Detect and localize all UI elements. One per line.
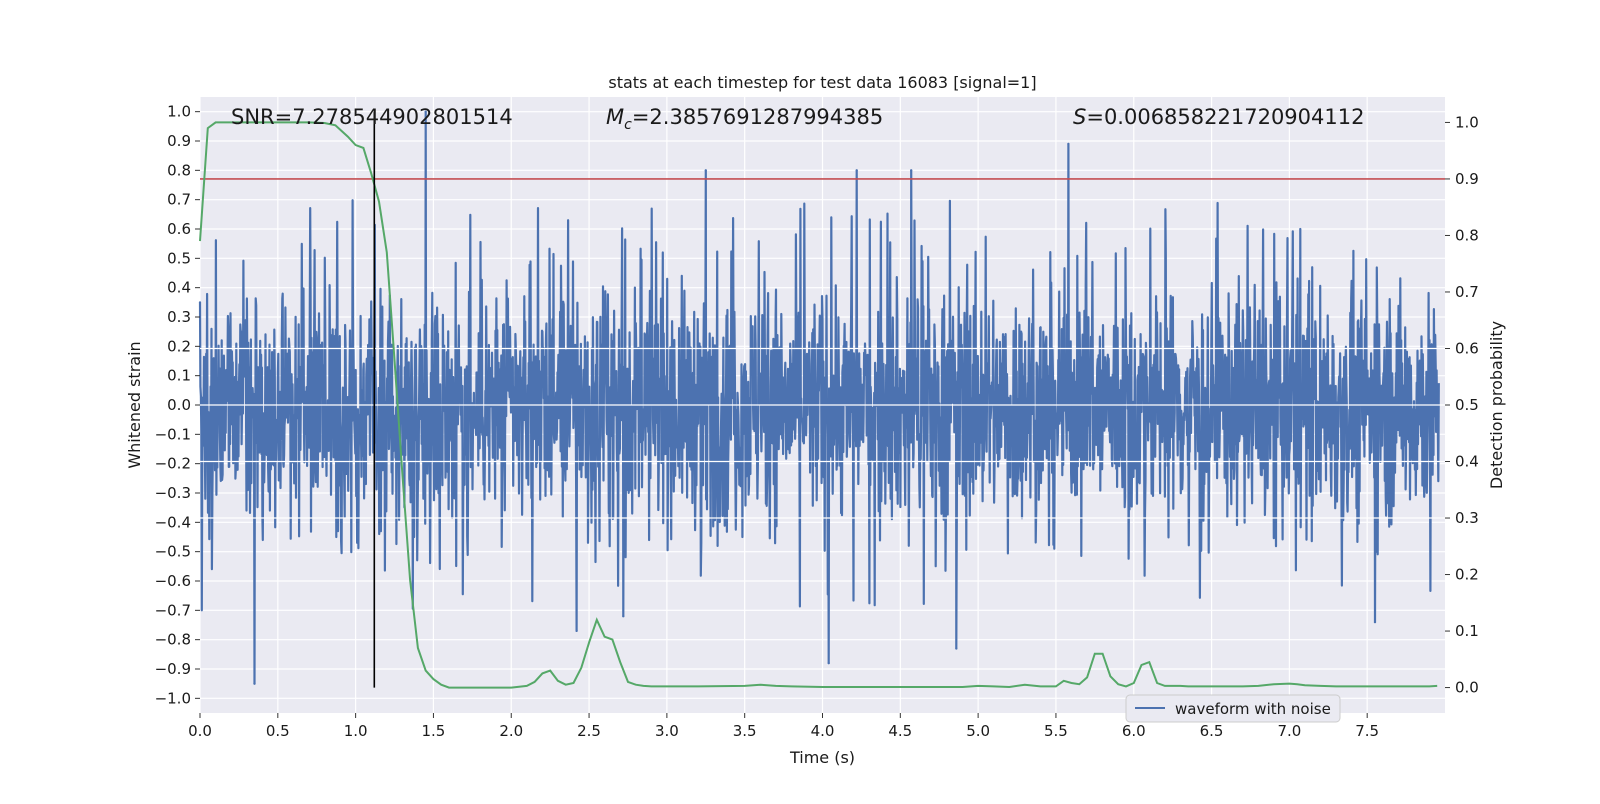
y-tick-label: 0.1 (167, 367, 191, 385)
x-tick-label: 5.0 (966, 722, 990, 740)
y-tick-label: 0.8 (167, 161, 191, 179)
waveform-point (424, 110, 427, 113)
x-tick-label: 6.0 (1122, 722, 1146, 740)
x-tick-label: 7.5 (1355, 722, 1379, 740)
chart-title: stats at each timestep for test data 160… (608, 73, 1036, 92)
x-tick-label: 0.5 (266, 722, 290, 740)
y2-tick-label: 0.5 (1455, 396, 1479, 414)
legend-label-waveform: waveform with noise (1175, 700, 1331, 718)
waveform-point (855, 169, 858, 172)
x-tick-label: 2.0 (499, 722, 523, 740)
y-tick-label: 0.4 (167, 279, 191, 297)
y-axis-label: Whitened strain (125, 341, 144, 468)
y-tick-label: −0.1 (155, 425, 191, 443)
y-tick-label: 1.0 (167, 103, 191, 121)
y2-tick-label: 0.3 (1455, 509, 1479, 527)
y-tick-label: −0.8 (155, 631, 191, 649)
s-statistic-annotation: S=0.006858221720904112 (1073, 105, 1364, 129)
y2-tick-label: 1.0 (1455, 113, 1479, 131)
waveform-line (198, 110, 1440, 685)
y2-tick-label: 0.9 (1455, 170, 1479, 188)
y2-tick-label: 0.1 (1455, 622, 1479, 640)
waveform-point (1373, 620, 1377, 624)
y2-tick-label: 0.4 (1455, 453, 1479, 471)
waveform-point (827, 662, 830, 665)
y-tick-label: −0.6 (155, 572, 191, 590)
chirp-mass-annotation: Mc=2.3857691287994385 (606, 105, 883, 133)
x-tick-label: 1.0 (344, 722, 368, 740)
snr-annotation: SNR=7.278544902801514 (231, 105, 513, 129)
y-tick-label: 0.7 (167, 191, 191, 209)
overlay-lines (199, 111, 1445, 689)
y-tick-label: 0.2 (167, 337, 191, 355)
waveform-series (198, 110, 1440, 685)
x-tick-label: 3.5 (733, 722, 757, 740)
y-tick-label: −0.5 (155, 543, 191, 561)
x-tick-label: 7.0 (1277, 722, 1301, 740)
x-tick-label: 6.5 (1200, 722, 1224, 740)
x-axis-label: Time (s) (789, 748, 855, 767)
x-tick-label: 4.5 (888, 722, 912, 740)
y-tick-label: −0.4 (155, 513, 191, 531)
chirp-mass-subscript: c (624, 117, 632, 133)
x-tick-label: 3.0 (655, 722, 679, 740)
waveform-point (955, 647, 958, 650)
y2-tick-label: 0.0 (1455, 679, 1479, 697)
waveform-point (198, 301, 202, 304)
x-tick-label: 1.5 (422, 722, 446, 740)
y-tick-label: 0.5 (167, 249, 191, 267)
waveform-point (704, 169, 707, 172)
x-tick-label: 5.5 (1044, 722, 1068, 740)
waveform-point (1067, 142, 1070, 146)
y2-tick-label: 0.8 (1455, 226, 1479, 244)
x-tick-label: 4.0 (811, 722, 835, 740)
s-statistic-value: =0.006858221720904112 (1086, 105, 1364, 129)
waveform-point (910, 169, 913, 172)
y2-tick-label: 0.7 (1455, 283, 1479, 301)
y-tick-label: −0.2 (155, 455, 191, 473)
y-tick-label: 0.6 (167, 220, 191, 238)
legend: waveform with noise (1125, 694, 1341, 723)
y-tick-label: −0.9 (155, 660, 191, 678)
s-statistic-symbol: S (1073, 105, 1086, 129)
legend-box (1125, 694, 1341, 723)
waveform-point (575, 629, 578, 632)
y-tick-label: −0.7 (155, 601, 191, 619)
y2-tick-label: 0.6 (1455, 339, 1479, 357)
y-tick-label: −1.0 (155, 689, 191, 707)
chirp-mass-value: =2.3857691287994385 (632, 105, 883, 129)
y-tick-label: 0.3 (167, 308, 191, 326)
y-tick-label: 0.9 (167, 132, 191, 150)
x-tick-label: 2.5 (577, 722, 601, 740)
y2-axis-label: Detection probability (1487, 321, 1506, 489)
x-tick-label: 0.0 (188, 722, 212, 740)
waveform-point (253, 682, 256, 685)
y-tick-label: −0.3 (155, 484, 191, 502)
y2-tick-label: 0.2 (1455, 566, 1479, 584)
axes: 0.0 0.5 1.0 1.5 2.0 2.5 3.0 3.5 4.0 4.5 5.0 5.5 6.0 6… (155, 103, 1479, 740)
y-tick-label: 0.0 (167, 396, 191, 414)
waveform-point (622, 615, 625, 618)
probability-line (199, 121, 1438, 689)
chirp-mass-symbol: M (606, 105, 624, 129)
